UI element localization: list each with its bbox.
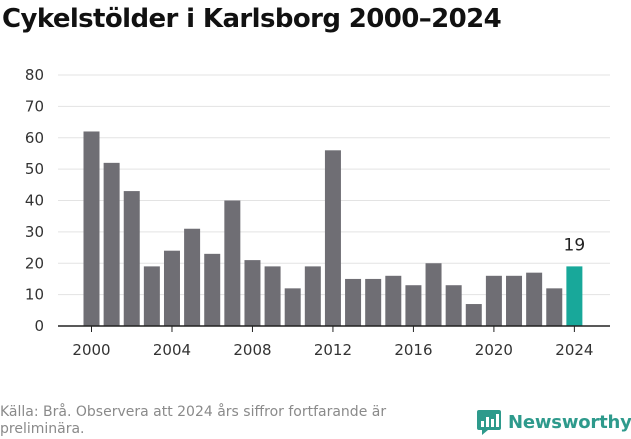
newsworthy-logo-icon	[477, 410, 501, 435]
x-tick-label: 2004	[153, 341, 191, 359]
bar-2013	[345, 278, 362, 326]
y-tick-label: 50	[25, 160, 44, 178]
bar-2012	[324, 150, 341, 326]
bar-2002	[123, 191, 140, 326]
bar-2009	[264, 266, 281, 326]
bar-2015	[385, 275, 402, 326]
y-tick-label: 10	[25, 286, 44, 304]
y-tick-label: 0	[34, 317, 44, 335]
bar-2016	[405, 285, 422, 326]
bar-2001	[103, 162, 120, 326]
bar-2024	[566, 266, 583, 326]
brand-logo: Newsworthy	[476, 408, 631, 436]
x-tick-label: 2000	[72, 341, 110, 359]
x-axis-ticks: 2000 2004 2008 2012 2016 2020 2024	[72, 326, 593, 359]
y-tick-label: 30	[25, 223, 44, 241]
bar-2021	[506, 275, 523, 326]
x-tick-label: 2012	[314, 341, 352, 359]
data-labels: 19	[564, 235, 586, 255]
brand-name: Newsworthy	[508, 411, 631, 433]
chart-title: Cykelstölder i Karlsborg 2000–2024	[2, 4, 502, 34]
bar-2018	[445, 285, 462, 326]
bar-2008	[244, 260, 261, 326]
y-tick-label: 70	[25, 97, 44, 115]
x-tick-label: 2008	[233, 341, 271, 359]
bar-2022	[526, 272, 543, 326]
bar-2014	[365, 278, 382, 326]
bar-2020	[485, 275, 502, 326]
bar-2006	[204, 253, 221, 326]
y-tick-label: 40	[25, 192, 44, 210]
y-tick-label: 20	[25, 254, 44, 272]
source-note: Källa: Brå. Observera att 2024 års siffr…	[0, 404, 387, 437]
y-tick-label: 80	[25, 66, 44, 84]
bar-2004	[163, 250, 180, 326]
x-tick-label: 2016	[394, 341, 432, 359]
bar-2011	[304, 266, 321, 326]
data-label-2024: 19	[564, 235, 586, 255]
bar-2007	[224, 200, 241, 326]
y-axis-ticks: 0 10 20 30 40 50 60 70 80	[25, 66, 44, 335]
bar-2005	[184, 228, 201, 326]
bar-2019	[465, 304, 482, 326]
bar-2003	[143, 266, 160, 326]
y-tick-label: 60	[25, 129, 44, 147]
bar-2010	[284, 288, 301, 326]
x-tick-label: 2020	[475, 341, 513, 359]
bar-2023	[546, 288, 563, 326]
bar-2000	[83, 131, 100, 326]
bars	[83, 131, 583, 326]
bar-2017	[425, 263, 442, 326]
x-tick-label: 2024	[555, 341, 593, 359]
